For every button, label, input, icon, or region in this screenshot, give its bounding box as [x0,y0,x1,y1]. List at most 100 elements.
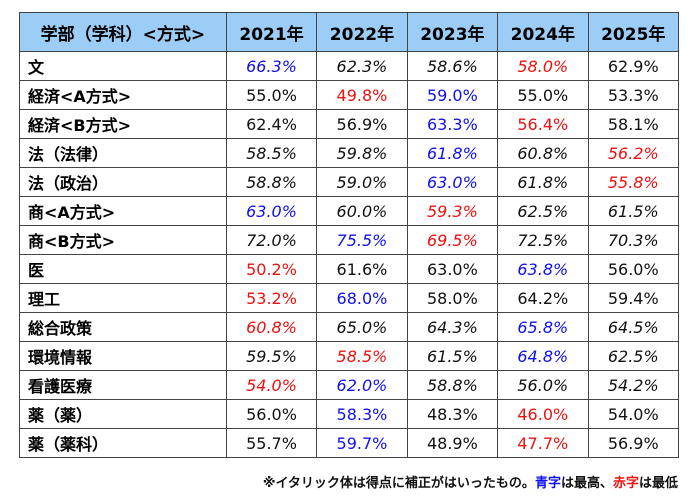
table-row: 商<A方式> 63.0% 60.0% 59.3% 62.5% 61.5% [19,196,679,226]
header-year: 2021年 [225,12,318,52]
rate-cell: 70.3% [587,225,679,255]
rate-cell: 58.5% [316,341,408,371]
rate-cell: 58.5% [225,138,318,168]
rate-cell: 63.0% [225,196,318,226]
rate-cell: 48.9% [406,428,499,458]
faculty-name: 看護医療 [19,370,227,400]
rate-cell: 58.0% [497,51,589,81]
rate-cell: 72.0% [225,225,318,255]
rate-cell: 49.8% [316,80,408,110]
rate-cell: 62.4% [225,109,318,139]
table-row: 薬（薬科） 55.7% 59.7% 48.9% 47.7% 56.9% [19,428,679,458]
rate-cell: 58.1% [587,109,679,139]
table-row: 文 66.3% 62.3% 58.6% 58.0% 62.9% [19,51,679,81]
rate-cell: 59.8% [316,138,408,168]
faculty-name: 商<B方式> [19,225,227,255]
table-row: 医 50.2% 61.6% 63.0% 63.8% 56.0% [19,254,679,284]
rate-cell: 63.0% [406,254,499,284]
rate-cell: 58.0% [406,283,499,313]
rate-cell: 56.9% [587,428,679,458]
rate-cell: 65.8% [497,312,589,342]
rate-cell: 47.7% [497,428,589,458]
rate-cell: 60.0% [316,196,408,226]
rate-cell: 61.6% [316,254,408,284]
score-table: 学部（学科）<方式> 2021年 2022年 2023年 2024年 2025年 文 66.… [19,12,679,458]
rate-cell: 75.5% [316,225,408,255]
rate-cell: 63.0% [406,167,499,197]
rate-cell: 56.0% [225,399,318,429]
footnote: ※イタリック体は得点に補正がはいったもの。青字は最高、赤字は最低 [263,472,678,491]
rate-cell: 62.3% [316,51,408,81]
rate-cell: 56.9% [316,109,408,139]
rate-cell: 55.0% [497,80,589,110]
rate-cell: 64.2% [497,283,589,313]
table-row: 経済<A方式> 55.0% 49.8% 59.0% 55.0% 53.3% [19,80,679,110]
rate-cell: 62.5% [587,341,679,371]
faculty-name: 薬（薬） [19,399,227,429]
note-red: 赤字 [612,476,639,491]
rate-cell: 56.0% [587,254,679,284]
rate-cell: 62.9% [587,51,679,81]
header-year: 2023年 [406,12,499,52]
table-row: 法（政治） 58.8% 59.0% 63.0% 61.8% 55.8% [19,167,679,197]
faculty-name: 法（法律） [19,138,227,168]
rate-cell: 61.8% [497,167,589,197]
header-year: 2022年 [316,12,408,52]
rate-cell: 58.8% [406,370,499,400]
faculty-name: 経済<A方式> [19,80,227,110]
rate-cell: 56.2% [587,138,679,168]
rate-cell: 62.5% [497,196,589,226]
rate-cell: 60.8% [497,138,589,168]
rate-cell: 62.0% [316,370,408,400]
table-row: 商<B方式> 72.0% 75.5% 69.5% 72.5% 70.3% [19,225,679,255]
table-row: 薬（薬） 56.0% 58.3% 48.3% 46.0% 54.0% [19,399,679,429]
note-text: ※イタリック体は得点に補正がはいったもの。 [262,476,535,491]
rate-cell: 60.8% [225,312,318,342]
table-row: 経済<B方式> 62.4% 56.9% 63.3% 56.4% 58.1% [19,109,679,139]
note-text: は最高、 [560,476,613,491]
header-faculty: 学部（学科）<方式> [19,12,227,52]
rate-cell: 59.7% [316,428,408,458]
rate-cell: 48.3% [406,399,499,429]
header-year: 2025年 [587,12,679,52]
rate-cell: 64.5% [587,312,679,342]
faculty-name: 商<A方式> [19,196,227,226]
faculty-name: 薬（薬科） [19,428,227,458]
faculty-name: 環境情報 [19,341,227,371]
rate-cell: 59.0% [316,167,408,197]
faculty-name: 医 [19,254,227,284]
faculty-name: 総合政策 [19,312,227,342]
faculty-name: 文 [19,51,227,81]
rate-cell: 50.2% [225,254,318,284]
rate-cell: 61.5% [587,196,679,226]
rate-cell: 55.7% [225,428,318,458]
rate-cell: 46.0% [497,399,589,429]
header-row: 学部（学科）<方式> 2021年 2022年 2023年 2024年 2025年 [19,12,679,52]
rate-cell: 53.3% [587,80,679,110]
rate-cell: 63.3% [406,109,499,139]
table-row: 看護医療 54.0% 62.0% 58.8% 56.0% 54.2% [19,370,679,400]
rate-cell: 64.3% [406,312,499,342]
rate-cell: 58.8% [225,167,318,197]
rate-cell: 55.8% [587,167,679,197]
rate-cell: 59.0% [406,80,499,110]
rate-cell: 53.2% [225,283,318,313]
rate-cell: 56.4% [497,109,589,139]
rate-cell: 58.6% [406,51,499,81]
table-row: 理工 53.2% 68.0% 58.0% 64.2% 59.4% [19,283,679,313]
rate-cell: 68.0% [316,283,408,313]
table-row: 総合政策 60.8% 65.0% 64.3% 65.8% 64.5% [19,312,679,342]
rate-cell: 54.0% [587,399,679,429]
table-row: 環境情報 59.5% 58.5% 61.5% 64.8% 62.5% [19,341,679,371]
rate-cell: 59.4% [587,283,679,313]
note-blue: 青字 [534,476,561,491]
rate-cell: 72.5% [497,225,589,255]
header-year: 2024年 [497,12,589,52]
rate-cell: 59.5% [225,341,318,371]
rate-cell: 64.8% [497,341,589,371]
rate-cell: 54.2% [587,370,679,400]
rate-cell: 58.3% [316,399,408,429]
rate-cell: 65.0% [316,312,408,342]
faculty-name: 法（政治） [19,167,227,197]
rate-cell: 63.8% [497,254,589,284]
